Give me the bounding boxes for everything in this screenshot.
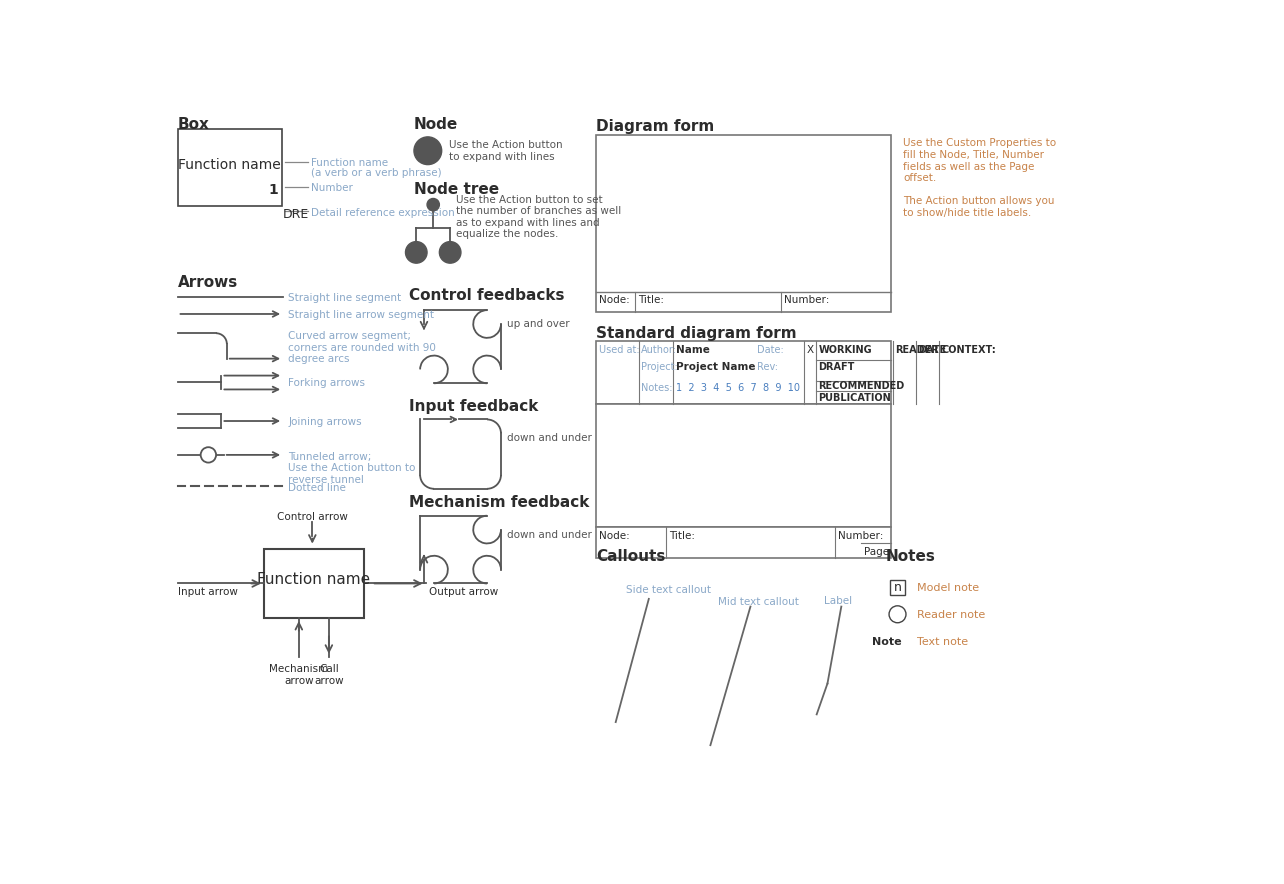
Text: (a verb or a verb phrase): (a verb or a verb phrase) [311, 168, 442, 178]
Circle shape [439, 241, 461, 263]
Text: Notes: Notes [886, 549, 936, 564]
Text: down and under: down and under [507, 530, 592, 539]
Text: Use the Action button to set
the number of branches as well
as to expand with li: Use the Action button to set the number … [456, 194, 621, 240]
Text: 1  2  3  4  5  6  7  8  9  10: 1 2 3 4 5 6 7 8 9 10 [675, 384, 800, 393]
Text: Project:: Project: [641, 362, 678, 372]
Text: Number:: Number: [785, 294, 829, 305]
Bar [597, 341, 891, 404]
Text: Diagram form: Diagram form [597, 119, 715, 134]
Bar [263, 549, 363, 618]
Text: Tunneled arrow;
Use the Action button to
reverse tunnel: Tunneled arrow; Use the Action button to… [289, 452, 416, 485]
Text: 1: 1 [268, 183, 279, 197]
Text: Node:: Node: [598, 294, 629, 305]
Circle shape [413, 137, 442, 164]
Text: RECOMMENDED: RECOMMENDED [818, 381, 904, 391]
Text: Control arrow: Control arrow [277, 512, 348, 522]
Text: down and under: down and under [507, 433, 592, 444]
Bar [177, 129, 281, 206]
Text: Page: Page [864, 546, 889, 557]
Text: Mechanism
arrow: Mechanism arrow [270, 665, 329, 686]
Text: Text note: Text note [917, 637, 968, 647]
Text: Node tree: Node tree [413, 181, 499, 196]
Text: Control feedbacks: Control feedbacks [408, 288, 564, 303]
Text: n: n [894, 581, 901, 594]
Text: Joining arrows: Joining arrows [289, 417, 362, 427]
Text: DRAFT: DRAFT [818, 362, 855, 372]
Text: DRE: DRE [282, 209, 308, 222]
Text: Function name: Function name [257, 572, 370, 587]
Text: Standard diagram form: Standard diagram form [597, 325, 797, 340]
Text: WORKING: WORKING [818, 345, 872, 354]
Circle shape [406, 241, 428, 263]
Text: Use the Action button
to expand with lines: Use the Action button to expand with lin… [449, 140, 562, 162]
Text: CONTEXT:: CONTEXT: [941, 345, 996, 354]
Bar [597, 404, 891, 527]
Text: up and over: up and over [507, 319, 570, 330]
Text: Mechanism feedback: Mechanism feedback [408, 495, 589, 510]
Text: DATE: DATE [918, 345, 946, 354]
Text: Mid text callout: Mid text callout [718, 598, 799, 607]
Text: READER: READER [895, 345, 939, 354]
Text: Straight line arrow segment: Straight line arrow segment [289, 310, 434, 320]
Text: Use the Custom Properties to
fill the Node, Title, Number
fields as well as the : Use the Custom Properties to fill the No… [903, 139, 1055, 218]
Text: Input arrow: Input arrow [177, 587, 238, 598]
Text: Title:: Title: [669, 531, 695, 541]
Text: Number: Number [311, 183, 353, 193]
Text: X: X [806, 345, 814, 354]
Text: Side text callout: Side text callout [625, 585, 711, 595]
Text: Forking arrows: Forking arrows [289, 377, 366, 388]
Text: Arrows: Arrows [177, 276, 238, 291]
Text: Node: Node [413, 117, 458, 132]
Text: Rev:: Rev: [756, 362, 778, 372]
Text: Curved arrow segment;
corners are rounded with 90
degree arcs: Curved arrow segment; corners are rounde… [289, 331, 437, 364]
Text: Model note: Model note [917, 583, 978, 593]
Text: Author:: Author: [641, 345, 677, 354]
Text: Label: Label [824, 596, 853, 606]
Text: Function name: Function name [178, 158, 281, 172]
Text: Callouts: Callouts [597, 549, 666, 564]
Text: Function name: Function name [311, 158, 388, 169]
Circle shape [200, 447, 216, 462]
Text: Input feedback: Input feedback [408, 399, 538, 414]
Text: Used at:: Used at: [598, 345, 639, 354]
Text: Note: Note [872, 637, 901, 647]
Circle shape [889, 606, 907, 622]
Text: Call
arrow: Call arrow [315, 665, 344, 686]
Text: Date:: Date: [756, 345, 783, 354]
Text: PUBLICATION: PUBLICATION [818, 393, 891, 403]
Bar [597, 527, 891, 558]
Text: Reader note: Reader note [917, 611, 985, 621]
Text: Straight line segment: Straight line segment [289, 293, 402, 303]
Text: Name: Name [675, 345, 710, 354]
Text: n: n [894, 608, 901, 621]
Text: Project Name: Project Name [675, 362, 755, 372]
Text: Detail reference expression: Detail reference expression [311, 209, 455, 218]
Circle shape [428, 199, 439, 210]
Text: Box: Box [177, 117, 209, 132]
Text: Notes:: Notes: [641, 384, 673, 393]
Text: Output arrow: Output arrow [429, 587, 498, 598]
Text: Number:: Number: [838, 531, 883, 541]
Text: Title:: Title: [638, 294, 664, 305]
Bar [597, 134, 891, 312]
Text: Node:: Node: [598, 531, 629, 541]
Text: Dotted line: Dotted line [289, 483, 347, 492]
Bar [890, 580, 905, 595]
